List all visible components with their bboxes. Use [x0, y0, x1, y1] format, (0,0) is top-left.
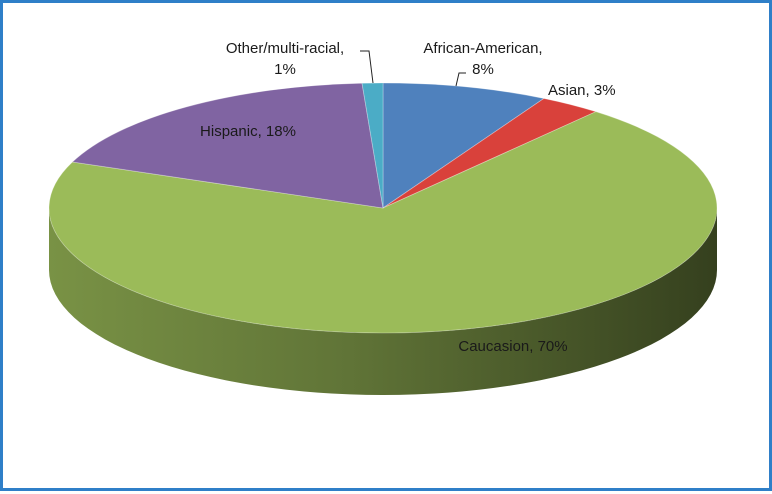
pie-label-other-multi-racial: Other/multi-racial, 1% [226, 40, 344, 78]
pie-label-caucasion-70: Caucasion, 70% [458, 338, 567, 355]
pie-label-african-american: African-American, 8% [423, 40, 542, 78]
leader-line-african-american [455, 72, 466, 87]
pie-top-faces [48, 82, 718, 334]
pie-slice-hispanic-18 [71, 82, 384, 209]
pie-side-caucasion-70 [49, 208, 717, 395]
pie-chart: African-American, 8% Asian, 3% Caucasion, 7… [48, 40, 718, 395]
pie-label-hispanic-18: Hispanic, 18% [200, 123, 296, 140]
pie-labels: African-American, 8% Asian, 3% Caucasion, 7… [200, 40, 615, 355]
pie-side-walls [49, 208, 717, 395]
leader-line-other-multi-racial [360, 50, 374, 84]
pie-slice-other-multi-racial [361, 82, 384, 209]
pie-slice-african-american [382, 82, 545, 209]
pie-label-asian-3: Asian, 3% [548, 82, 616, 99]
pie-slice-asian-3 [382, 98, 598, 209]
pie-slice-caucasion-70 [48, 111, 718, 334]
